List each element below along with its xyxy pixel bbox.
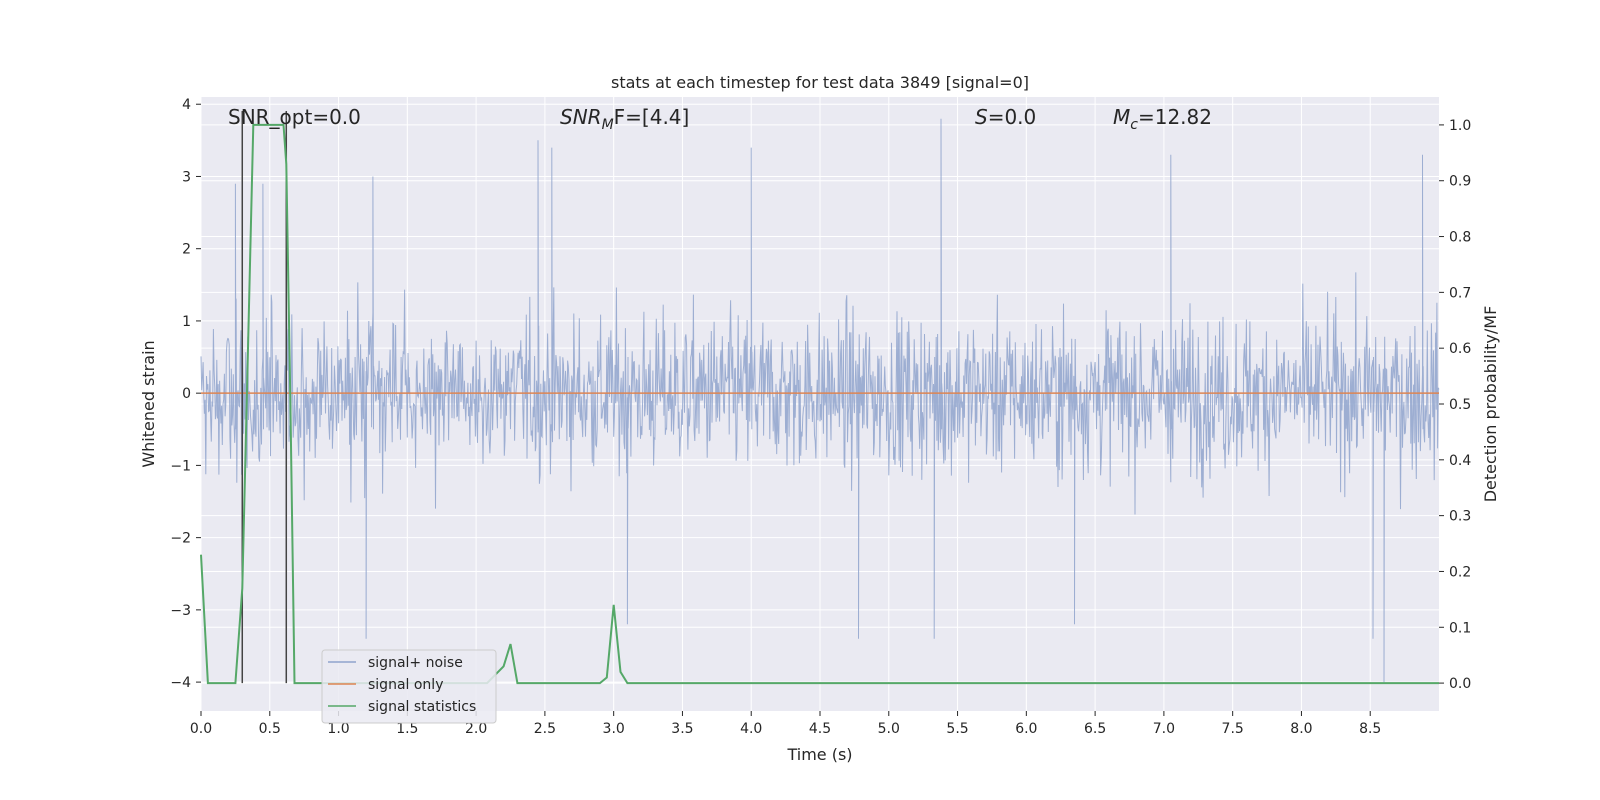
y-axis-left-label: Whitened strain xyxy=(139,340,158,467)
y-right-tick-label: 0.3 xyxy=(1449,509,1471,525)
legend-label-signal-noise: signal+ noise xyxy=(368,655,463,671)
annotation-snr-mf-tail: F=[4.4] xyxy=(614,105,690,129)
x-tick-label: 7.5 xyxy=(1222,721,1244,737)
y-right-tick-label: 1.0 xyxy=(1449,118,1471,134)
legend-box xyxy=(321,649,497,724)
y-left-tick-label: −3 xyxy=(170,603,191,619)
y-right-tick-label: 0.6 xyxy=(1449,341,1471,357)
annotation-s: S=0.0 xyxy=(975,105,1036,129)
x-tick-label: 7.0 xyxy=(1153,721,1175,737)
signal-noise-series xyxy=(200,118,1440,683)
x-tick-label: 5.5 xyxy=(946,721,968,737)
y-left-tick-label: 4 xyxy=(182,97,191,113)
y-left-tick-label: −4 xyxy=(170,675,191,691)
y-right-tick-label: 0.5 xyxy=(1449,397,1471,413)
y-right-tick-label: 0.9 xyxy=(1449,174,1471,190)
x-tick-label: 0.0 xyxy=(190,721,212,737)
x-axis-label: Time (s) xyxy=(786,745,852,764)
y-left-tick-label: 2 xyxy=(182,242,191,258)
x-tick-label: 8.5 xyxy=(1359,721,1381,737)
chart-title: stats at each timestep for test data 384… xyxy=(611,73,1029,92)
x-axis-ticks: 0.0 0.5 1.0 1.5 2.0 2.5 3.0 3.5 4.0 4.5 5.0 5.5 6.0 6… xyxy=(190,711,1381,737)
annotation-mc: Mc=12.82 xyxy=(1113,105,1212,133)
y-axis-right-ticks: 0.0 0.1 0.2 0.3 0.4 0.5 0.6 0.7 0.8 0.9 1.0 xyxy=(1439,118,1471,692)
x-tick-label: 4.5 xyxy=(809,721,831,737)
annotation-mc-tail: =12.82 xyxy=(1138,105,1212,129)
x-tick-label: 1.5 xyxy=(396,721,418,737)
annotation-s-tail: =0.0 xyxy=(988,105,1037,129)
annotation-mc-main: M xyxy=(1113,105,1130,129)
y-axis-right-label: Detection probability/MF xyxy=(1481,306,1500,503)
x-tick-label: 5.0 xyxy=(878,721,900,737)
y-right-tick-label: 0.2 xyxy=(1449,564,1471,580)
x-tick-label: 6.0 xyxy=(1015,721,1037,737)
y-left-tick-label: 1 xyxy=(182,314,191,330)
x-tick-label: 3.5 xyxy=(671,721,693,737)
x-tick-label: 3.0 xyxy=(603,721,625,737)
x-tick-label: 4.0 xyxy=(740,721,762,737)
y-right-tick-label: 0.8 xyxy=(1449,230,1471,246)
legend-label-signal-only: signal only xyxy=(368,677,443,693)
x-tick-label: 2.0 xyxy=(465,721,487,737)
y-left-tick-label: 3 xyxy=(182,169,191,185)
y-left-tick-label: 0 xyxy=(182,386,191,402)
y-right-tick-label: 0.0 xyxy=(1449,676,1471,692)
annotation-snr-mf-sub: M xyxy=(602,117,614,133)
x-tick-label: 2.5 xyxy=(534,721,556,737)
y-right-tick-label: 0.7 xyxy=(1449,285,1471,301)
y-left-tick-label: −2 xyxy=(170,531,191,547)
annotation-snr-opt: SNR_opt=0.0 xyxy=(228,105,361,129)
legend: signal+ noise signal only signal statist… xyxy=(321,649,497,724)
annotation-s-main: S xyxy=(975,105,988,129)
y-right-tick-label: 0.4 xyxy=(1449,453,1471,469)
y-axis-left-ticks: −4 −3 −2 −1 0 1 2 3 4 xyxy=(170,97,201,691)
y-left-tick-label: −1 xyxy=(170,458,191,474)
annotation-snr-mf: SNRMF=[4.4] xyxy=(560,105,689,133)
annotation-snr-mf-main: SNR xyxy=(560,105,602,129)
x-tick-label: 6.5 xyxy=(1084,721,1106,737)
x-tick-label: 1.0 xyxy=(327,721,349,737)
legend-label-signal-statistics: signal statistics xyxy=(368,699,476,715)
y-right-tick-label: 0.1 xyxy=(1449,620,1471,636)
x-tick-label: 8.0 xyxy=(1290,721,1312,737)
x-tick-label: 0.5 xyxy=(259,721,281,737)
annotation-mc-sub: c xyxy=(1130,117,1138,133)
signal-noise-line xyxy=(200,118,1440,683)
